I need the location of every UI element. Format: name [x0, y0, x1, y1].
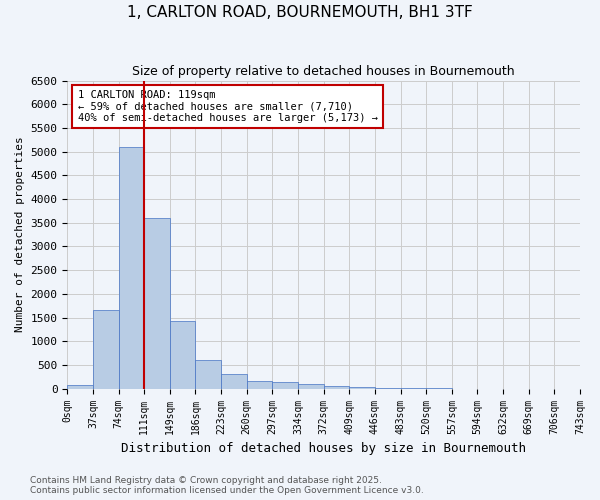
Bar: [170, 322, 196, 388]
X-axis label: Distribution of detached houses by size in Bournemouth: Distribution of detached houses by size …: [121, 442, 526, 455]
Bar: [144, 218, 170, 388]
Bar: [196, 360, 221, 388]
Bar: [272, 382, 298, 388]
Text: Contains HM Land Registry data © Crown copyright and database right 2025.
Contai: Contains HM Land Registry data © Crown c…: [30, 476, 424, 495]
Bar: [119, 147, 144, 388]
Bar: [323, 386, 349, 388]
Bar: [221, 374, 247, 388]
Y-axis label: Number of detached properties: Number of detached properties: [15, 136, 25, 332]
Bar: [247, 381, 272, 388]
Title: Size of property relative to detached houses in Bournemouth: Size of property relative to detached ho…: [133, 65, 515, 78]
Bar: [298, 384, 323, 388]
Bar: [93, 310, 119, 388]
Text: 1, CARLTON ROAD, BOURNEMOUTH, BH1 3TF: 1, CARLTON ROAD, BOURNEMOUTH, BH1 3TF: [127, 5, 473, 20]
Text: 1 CARLTON ROAD: 119sqm
← 59% of detached houses are smaller (7,710)
40% of semi-: 1 CARLTON ROAD: 119sqm ← 59% of detached…: [77, 90, 377, 123]
Bar: [67, 385, 93, 388]
